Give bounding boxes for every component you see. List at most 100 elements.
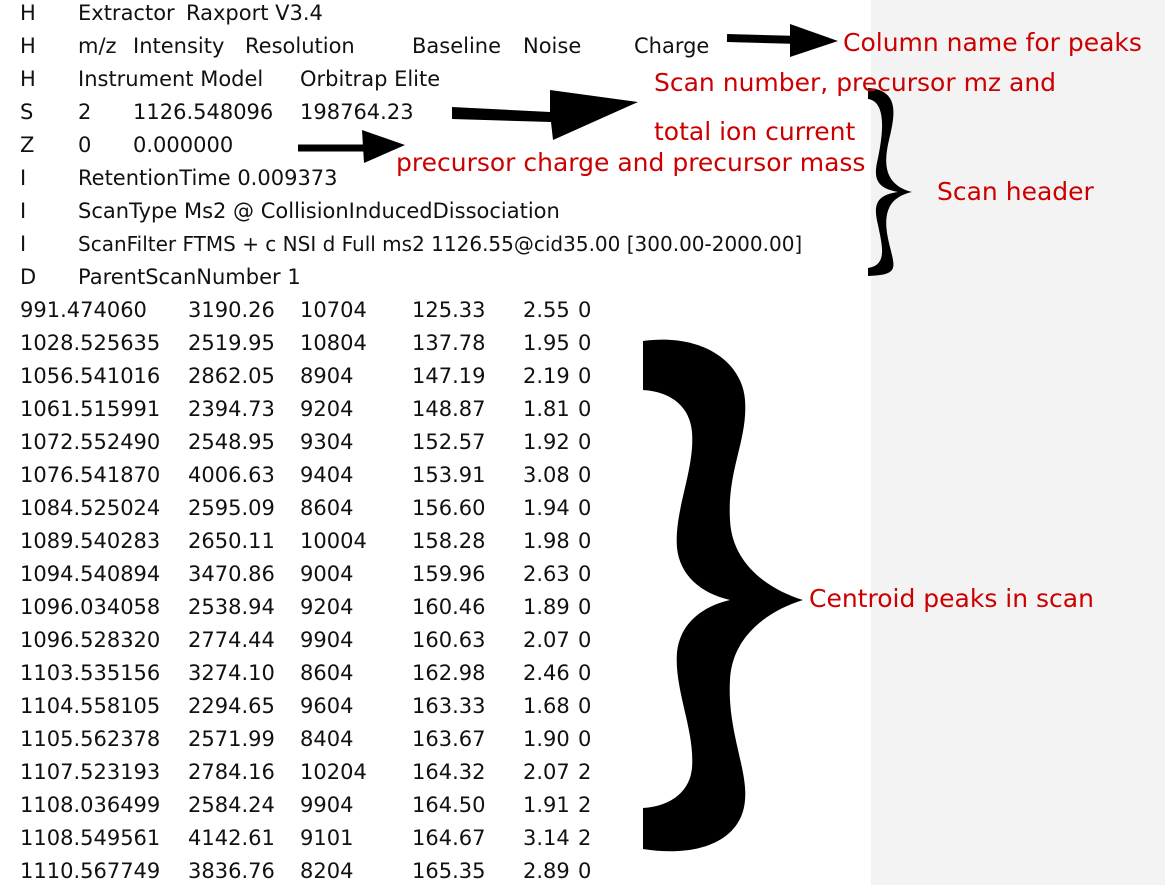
peak-noise: 1.92 (523, 430, 570, 454)
peak-baseline: 163.67 (412, 727, 486, 751)
line-tag: S (20, 100, 34, 124)
peak-noise: 3.14 (523, 826, 570, 850)
peak-noise: 2.89 (523, 859, 570, 883)
peak-charge: 2 (578, 760, 592, 784)
peak-mz: 1103.535156 (20, 661, 161, 685)
peak-mz: 1108.549561 (20, 826, 161, 850)
peak-resolution: 9904 (300, 793, 354, 817)
peak-resolution: 8204 (300, 859, 354, 883)
line-tag: I (20, 232, 27, 256)
peak-resolution: 9101 (300, 826, 354, 850)
peak-intensity: 2784.16 (188, 760, 275, 784)
peak-baseline: 160.46 (412, 595, 486, 619)
peak-mz: 1072.552490 (20, 430, 161, 454)
peak-resolution: 8904 (300, 364, 354, 388)
peak-intensity: 2538.94 (188, 595, 275, 619)
peak-mz: 1056.541016 (20, 364, 161, 388)
peak-intensity: 3470.86 (188, 562, 275, 586)
peak-baseline: 153.91 (412, 463, 486, 487)
peak-noise: 2.63 (523, 562, 570, 586)
arrow-column-names (726, 24, 838, 57)
peak-resolution: 8604 (300, 661, 354, 685)
peak-noise: 1.68 (523, 694, 570, 718)
peak-noise: 2.19 (523, 364, 570, 388)
column-noise: Noise (523, 34, 582, 58)
peak-resolution: 10804 (300, 331, 367, 355)
peak-resolution: 10704 (300, 298, 367, 322)
peak-charge: 0 (578, 298, 592, 322)
note-scan-info-line1: Scan number, precursor mz and (654, 68, 1057, 97)
line-tag: I (20, 166, 27, 190)
peak-intensity: 2519.95 (188, 331, 275, 355)
peak-intensity: 2650.11 (188, 529, 275, 553)
peak-mz: 1076.541870 (20, 463, 161, 487)
peak-charge: 0 (578, 496, 592, 520)
peak-baseline: 148.87 (412, 397, 486, 421)
line-tag: I (20, 199, 27, 223)
peak-baseline: 159.96 (412, 562, 486, 586)
note-precursor: precursor charge and precursor mass (396, 148, 866, 177)
peak-mz: 1110.567749 (20, 859, 161, 883)
total-ion-current: 198764.23 (300, 100, 414, 124)
arrow-scan-info (452, 90, 638, 140)
peak-charge: 0 (578, 463, 592, 487)
line-tag: Z (20, 133, 35, 157)
peak-resolution: 9304 (300, 430, 354, 454)
scan-filter: ScanFilter FTMS + c NSI d Full ms2 1126.… (78, 232, 803, 256)
peak-noise: 1.81 (523, 397, 570, 421)
peak-charge: 0 (578, 397, 592, 421)
peak-mz: 1094.540894 (20, 562, 161, 586)
peak-charge: 0 (578, 529, 592, 553)
peak-baseline: 147.19 (412, 364, 486, 388)
precursor-mass: 0.000000 (133, 133, 234, 157)
column-resolution: Resolution (245, 34, 355, 58)
peak-baseline: 125.33 (412, 298, 486, 322)
peak-baseline: 165.35 (412, 859, 486, 883)
peak-baseline: 162.98 (412, 661, 486, 685)
peak-charge: 0 (578, 859, 592, 883)
retention-time: RetentionTime 0.009373 (78, 166, 338, 190)
peak-mz: 1105.562378 (20, 727, 161, 751)
peak-resolution: 9904 (300, 628, 354, 652)
peak-resolution: 8604 (300, 496, 354, 520)
peak-intensity: 2595.09 (188, 496, 275, 520)
peak-intensity: 3836.76 (188, 859, 275, 883)
peak-resolution: 9604 (300, 694, 354, 718)
peak-intensity: 4006.63 (188, 463, 275, 487)
peak-mz: 1089.540283 (20, 529, 161, 553)
peak-charge: 0 (578, 430, 592, 454)
peak-resolution: 8404 (300, 727, 354, 751)
line-tag: H (20, 1, 36, 25)
peak-resolution: 9004 (300, 562, 354, 586)
peak-intensity: 2294.65 (188, 694, 275, 718)
precursor-charge: 0 (78, 133, 92, 157)
peak-noise: 1.91 (523, 793, 570, 817)
peak-mz: 1028.525635 (20, 331, 161, 355)
column-charge: Charge (634, 34, 710, 58)
peak-resolution: 10004 (300, 529, 367, 553)
peak-baseline: 164.67 (412, 826, 486, 850)
peak-charge: 0 (578, 727, 592, 751)
peak-intensity: 2571.99 (188, 727, 275, 751)
peak-intensity: 3274.10 (188, 661, 275, 685)
peak-mz: 1096.034058 (20, 595, 161, 619)
peak-baseline: 160.63 (412, 628, 486, 652)
peak-noise: 1.94 (523, 496, 570, 520)
peak-noise: 1.89 (523, 595, 570, 619)
peak-mz: 1108.036499 (20, 793, 161, 817)
centroid-brace (643, 339, 803, 852)
peak-mz: 991.474060 (20, 298, 147, 322)
note-centroid-peaks: Centroid peaks in scan (809, 584, 1094, 613)
peak-baseline: 152.57 (412, 430, 486, 454)
instrument-value: Orbitrap Elite (300, 67, 441, 91)
peak-charge: 0 (578, 661, 592, 685)
peak-charge: 0 (578, 562, 592, 586)
peak-charge: 0 (578, 364, 592, 388)
column-mz: m/z (78, 34, 117, 58)
peak-intensity: 2774.44 (188, 628, 275, 652)
peak-charge: 0 (578, 331, 592, 355)
peak-baseline: 164.50 (412, 793, 486, 817)
side-panel-background (871, 0, 1165, 885)
scan-number: 2 (78, 100, 92, 124)
